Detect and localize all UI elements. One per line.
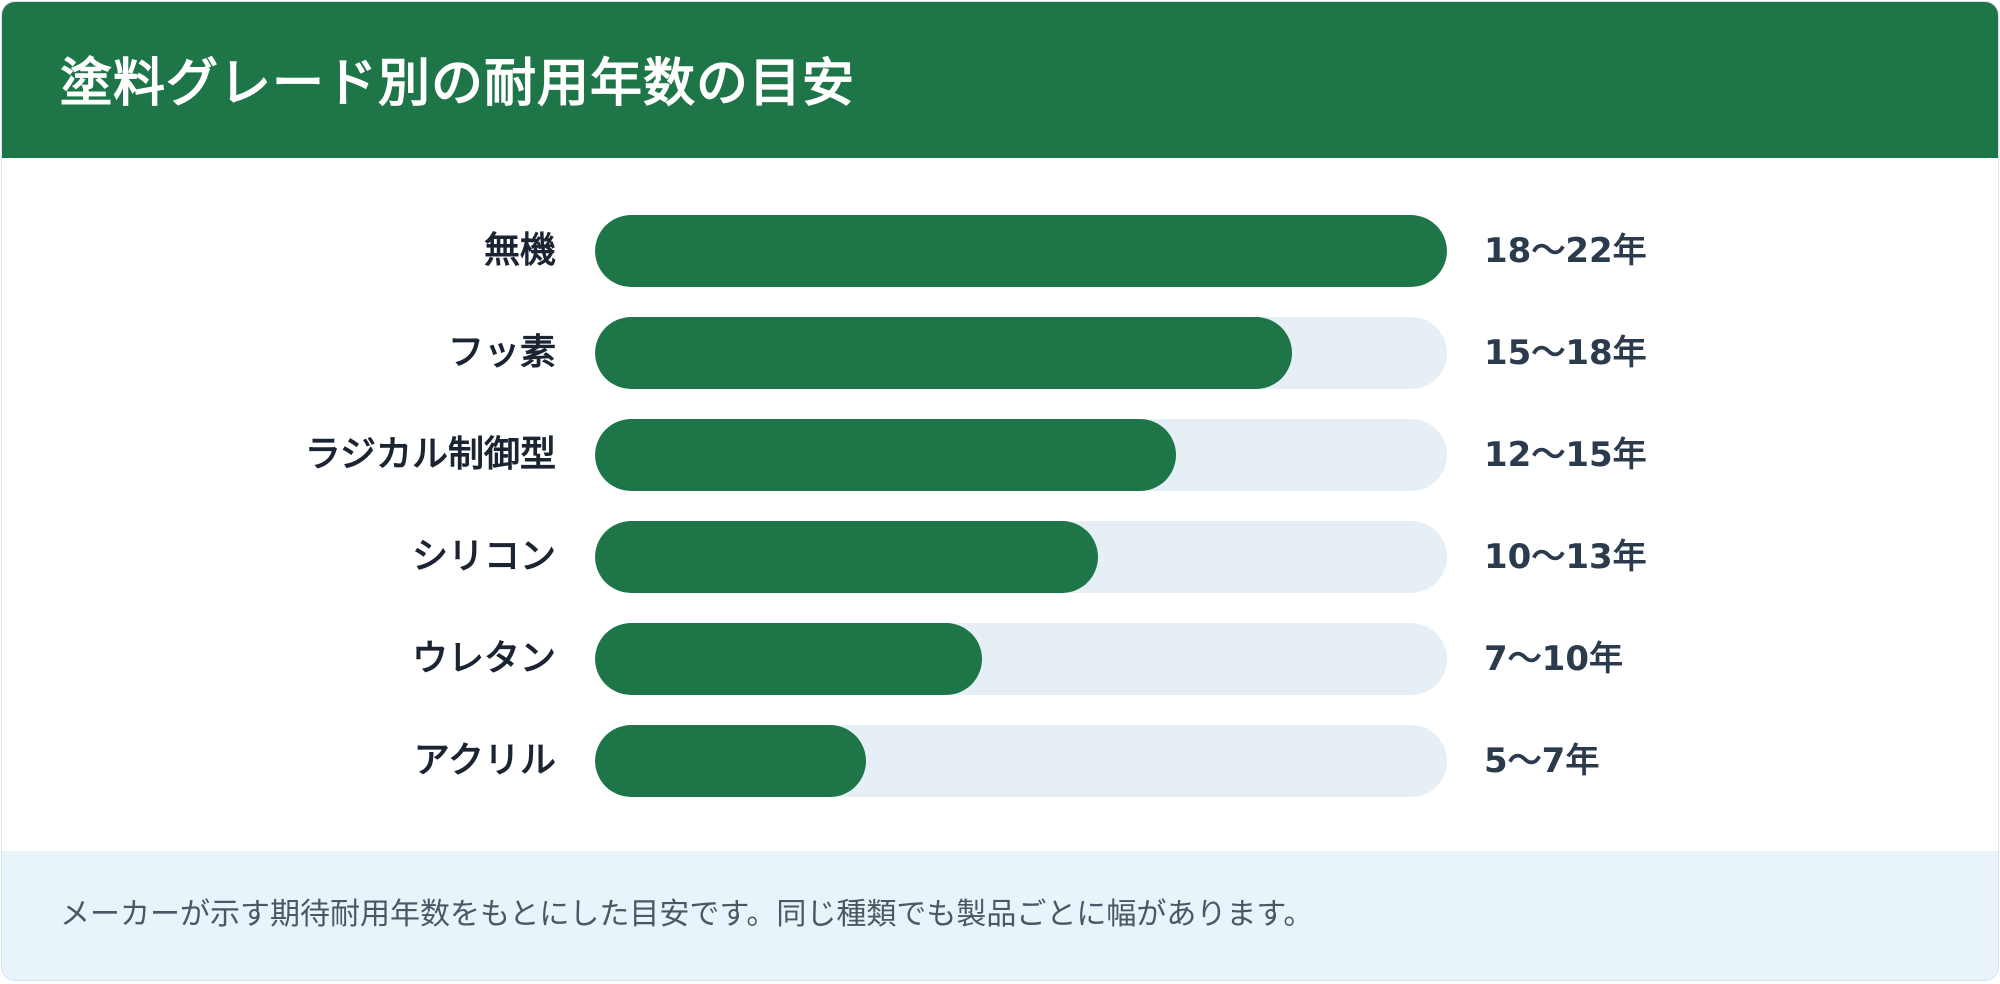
bar-fill [595, 215, 1447, 287]
bar-fill [595, 623, 982, 695]
value-label: 10〜13年 [1484, 537, 1647, 577]
category-label: 無機 [483, 230, 556, 271]
bar-fill [595, 317, 1292, 389]
bar-row: フッ素 15〜18年 [2, 317, 1998, 389]
bar-row: ウレタン 7〜10年 [2, 623, 1998, 695]
bar-track [595, 419, 1447, 491]
category-label: ラジカル制御型 [304, 434, 556, 475]
value-label: 12〜15年 [1484, 435, 1647, 475]
category-label: シリコン [411, 536, 556, 577]
bar-track [595, 317, 1447, 389]
card-header: 塗料グレード別の耐用年数の目安 [2, 2, 1998, 158]
category-label: フッ素 [447, 332, 556, 373]
value-label: 15〜18年 [1484, 333, 1647, 373]
bar-row: シリコン 10〜13年 [2, 521, 1998, 593]
bar-track [595, 623, 1447, 695]
category-label: ウレタン [411, 638, 556, 679]
bar-row: アクリル 5〜7年 [2, 725, 1998, 797]
bar-fill [595, 419, 1176, 491]
value-label: 18〜22年 [1484, 231, 1647, 271]
bar-chart: 無機 18〜22年フッ素 15〜18年ラジカル制御型 12〜15年シリコン 10〜13年… [2, 158, 1998, 851]
bar-track [595, 725, 1447, 797]
bar-row: 無機 18〜22年 [2, 215, 1998, 287]
chart-title: 塗料グレード別の耐用年数の目安 [60, 54, 856, 114]
card-footer: メーカーが示す期待耐用年数をもとにした目安です。同じ種類でも製品ごとに幅がありま… [2, 851, 1998, 980]
bar-track [595, 521, 1447, 593]
category-label: アクリル [413, 740, 556, 781]
footnote: メーカーが示す期待耐用年数をもとにした目安です。同じ種類でも製品ごとに幅がありま… [60, 897, 1314, 932]
value-label: 7〜10年 [1484, 639, 1623, 679]
value-label: 5〜7年 [1484, 741, 1600, 781]
bar-row: ラジカル制御型 12〜15年 [2, 419, 1998, 491]
bar-track [595, 215, 1447, 287]
bar-fill [595, 725, 866, 797]
bar-fill [595, 521, 1098, 593]
